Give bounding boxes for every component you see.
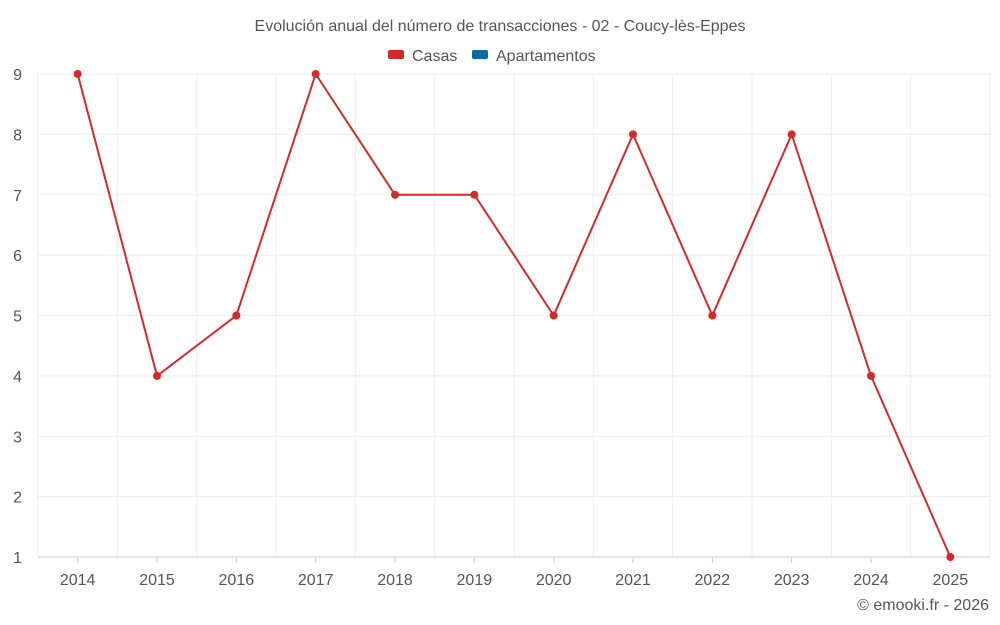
x-tick-label: 2015: [139, 572, 175, 589]
x-tick-label: 2022: [695, 572, 731, 589]
x-tick-label: 2016: [219, 572, 255, 589]
data-point-casas-2020[interactable]: [549, 311, 558, 320]
data-point-casas-2024[interactable]: [867, 371, 875, 380]
axes: 1 2 3 4 5 6 7 8 9 2014 2015 2016 2017 2018 2019 2020 202…: [13, 67, 990, 589]
data-point-casas-2025[interactable]: [946, 553, 955, 561]
legend-swatch-casas: [388, 50, 404, 59]
x-tick-label: 2020: [536, 572, 572, 589]
y-tick-label: 3: [13, 429, 22, 446]
y-tick-label: 2: [13, 490, 22, 507]
x-tick-label: 2014: [60, 572, 96, 589]
y-tick-label: 4: [13, 369, 22, 386]
x-tick-label: 2021: [615, 572, 651, 589]
grid: [37, 73, 991, 558]
data-point-casas-2021[interactable]: [629, 130, 637, 139]
data-point-casas-2023[interactable]: [787, 130, 796, 139]
series-line-casas: [76, 71, 952, 558]
data-point-casas-2014[interactable]: [73, 70, 82, 78]
x-tick-label: 2018: [377, 572, 413, 589]
y-tick-label: 9: [13, 67, 22, 84]
x-tick-label: 2023: [774, 572, 810, 589]
x-tick-label: 2024: [853, 572, 889, 589]
data-point-casas-2015[interactable]: [153, 371, 161, 380]
y-tick-label: 8: [13, 127, 22, 144]
data-point-casas-2016[interactable]: [232, 311, 241, 320]
y-tick-label: 6: [13, 248, 22, 265]
legend-item-apartamentos[interactable]: Apartamentos: [472, 48, 596, 65]
x-tick-label: 2017: [298, 572, 334, 589]
legend-swatch-apartamentos: [472, 50, 488, 59]
data-point-casas-2018[interactable]: [391, 190, 399, 199]
legend: Casas Apartamentos: [388, 48, 596, 65]
series-casas: [73, 70, 955, 561]
data-point-casas-2022[interactable]: [708, 311, 717, 320]
chart-title: Evolución anual del número de transaccio…: [255, 18, 746, 35]
y-tick-label: 1: [13, 550, 22, 567]
y-tick-label: 7: [13, 188, 22, 205]
credit-text: © emooki.fr - 2026: [857, 597, 989, 614]
x-tick-label: 2019: [457, 572, 493, 589]
legend-item-casas[interactable]: Casas: [388, 48, 457, 65]
data-point-casas-2017[interactable]: [311, 70, 320, 78]
data-point-casas-2019[interactable]: [470, 190, 479, 199]
y-tick-label: 5: [13, 309, 22, 326]
x-tick-label: 2025: [933, 572, 969, 589]
legend-label-apartamentos: Apartamentos: [496, 48, 596, 65]
legend-label-casas: Casas: [412, 48, 457, 65]
